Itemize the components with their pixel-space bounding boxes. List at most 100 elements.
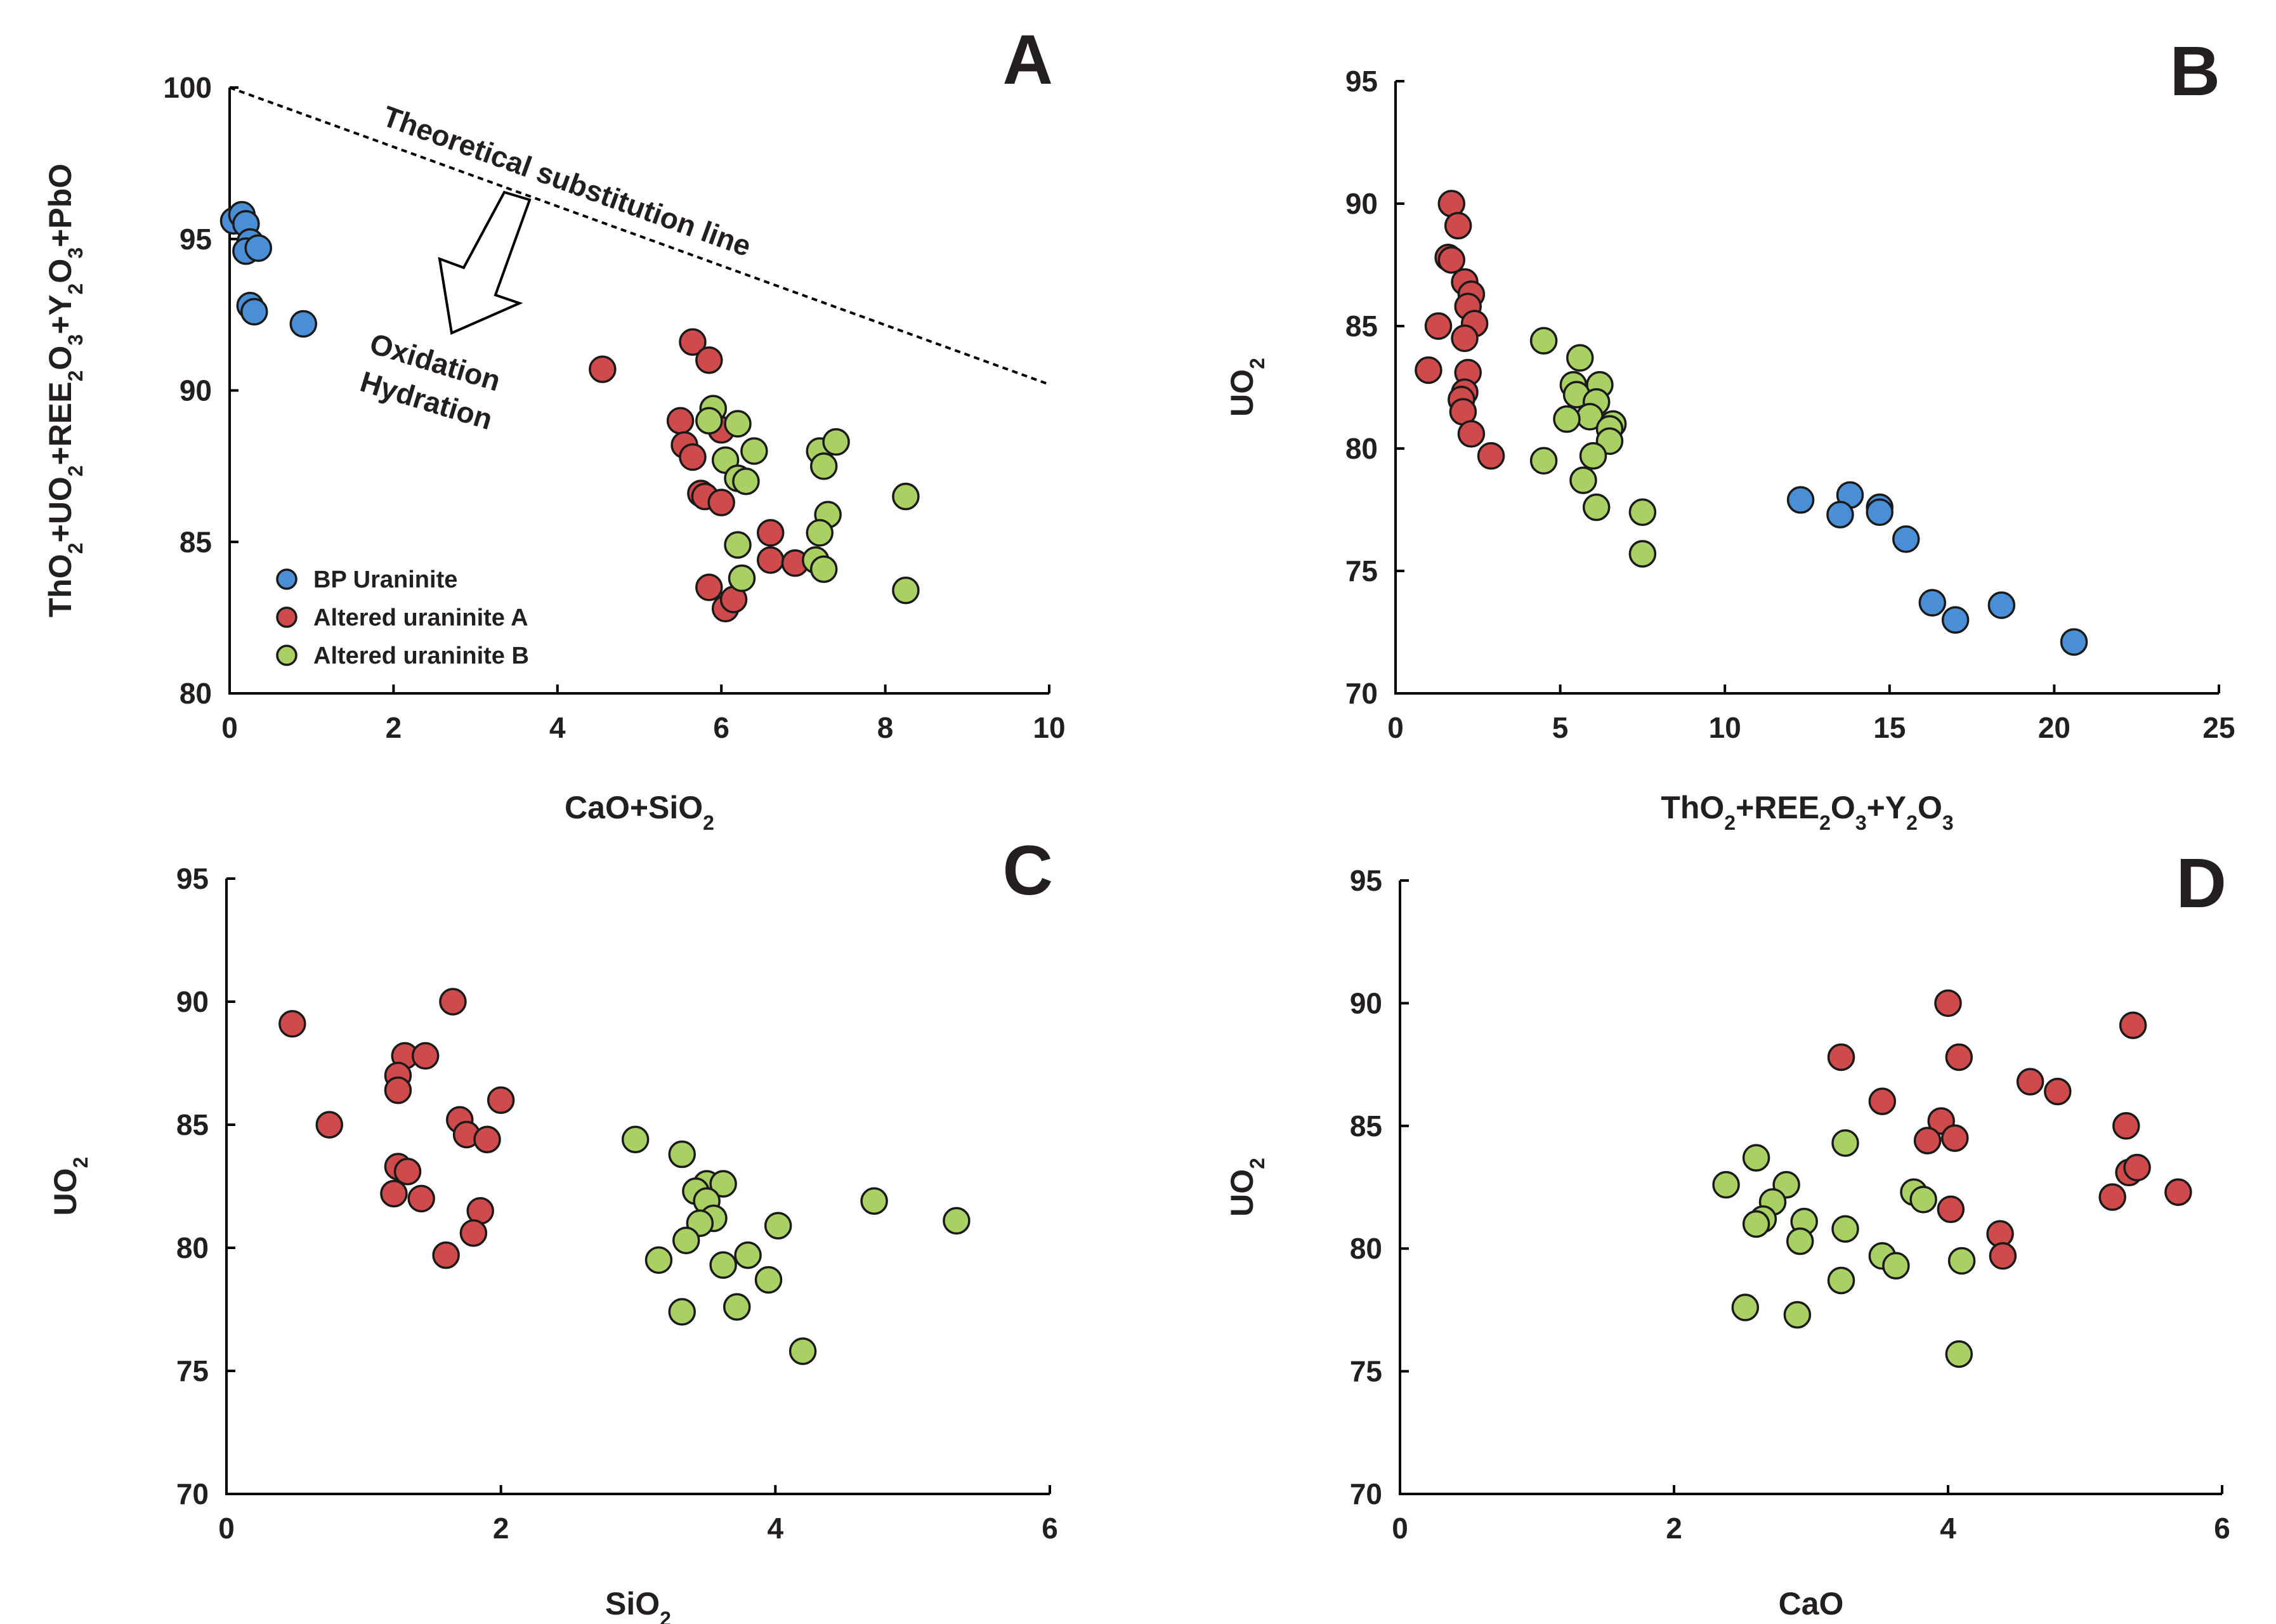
panel-d-chart: 0 2 4 6 70 75 80 85 90 95 CaO UO2 D — [1224, 844, 2230, 1621]
data-point-alteredA — [1424, 312, 1453, 340]
data-point-bp — [1786, 486, 1815, 514]
x-tick-label: 6 — [2214, 1512, 2230, 1545]
data-point-alteredA — [2123, 1153, 2151, 1182]
x-axis-title: CaO+SiO2 — [565, 790, 714, 834]
series-bp — [1786, 481, 2088, 656]
data-point-bp — [1941, 606, 1970, 634]
data-point-bp — [244, 234, 272, 262]
x-tick-label: 25 — [2202, 711, 2235, 744]
data-point-alteredB — [709, 1251, 737, 1279]
data-point-alteredB — [1553, 405, 1581, 433]
data-point-bp — [1918, 589, 1947, 617]
y-tick-label: 70 — [1350, 1477, 1382, 1510]
y-tick-label: 85 — [1350, 1110, 1382, 1143]
y-tick-label: 80 — [1345, 432, 1378, 465]
y-tick-label: 75 — [1345, 554, 1378, 587]
data-point-alteredA — [459, 1219, 488, 1247]
data-point-alteredB — [809, 555, 838, 583]
x-tick-label: 2 — [1666, 1512, 1682, 1545]
series-alteredB — [1529, 327, 1657, 568]
data-point-alteredA — [1437, 246, 1466, 274]
panel-letter: D — [2176, 844, 2227, 922]
y-axis-title: UO2 — [1224, 1158, 1269, 1217]
data-point-alteredA — [589, 355, 617, 383]
data-point-alteredA — [2016, 1068, 2044, 1096]
data-point-alteredA — [1989, 1242, 2017, 1270]
x-tick-label: 6 — [713, 711, 729, 744]
axis-lines — [228, 88, 1049, 695]
data-point-alteredB — [728, 564, 756, 593]
data-point-alteredB — [1827, 1266, 1855, 1295]
data-point-alteredB — [621, 1125, 650, 1154]
x-tick-label: 2 — [493, 1512, 509, 1545]
data-point-alteredB — [1831, 1215, 1859, 1243]
series-alteredA — [278, 988, 515, 1269]
data-point-alteredA — [487, 1086, 515, 1114]
data-point-alteredA — [679, 443, 707, 471]
data-point-alteredB — [1742, 1144, 1770, 1172]
data-point-alteredA — [2044, 1077, 2072, 1106]
data-point-alteredA — [2112, 1112, 2140, 1140]
data-point-alteredA — [1941, 1124, 1969, 1152]
data-point-alteredA — [2119, 1011, 2147, 1039]
data-point-alteredA — [1937, 1195, 1965, 1224]
data-point-alteredB — [943, 1207, 971, 1235]
y-tick-label: 85 — [180, 525, 212, 558]
series-alteredA — [1415, 190, 1505, 470]
data-point-alteredB — [860, 1187, 888, 1215]
series-alteredB — [695, 395, 920, 605]
series-alteredB — [621, 1125, 971, 1365]
x-tick-label: 0 — [218, 1512, 235, 1545]
data-point-alteredB — [668, 1140, 696, 1169]
data-point-alteredA — [679, 328, 707, 356]
y-axis-title: UO2 — [1224, 358, 1269, 417]
x-axis-title: CaO — [1779, 1586, 1844, 1621]
data-point-alteredA — [393, 1157, 422, 1186]
data-point-alteredA — [439, 988, 467, 1016]
data-point-alteredA — [1444, 211, 1472, 240]
data-point-alteredA — [1934, 989, 1962, 1018]
data-point-alteredB — [724, 410, 752, 438]
y-tick-label: 95 — [1345, 65, 1378, 98]
series-alteredB — [1712, 1129, 1976, 1368]
data-point-alteredB — [1569, 466, 1597, 494]
data-point-alteredB — [1712, 1170, 1740, 1199]
data-point-bp — [1866, 498, 1893, 527]
data-point-alteredA — [384, 1076, 412, 1104]
data-point-alteredB — [806, 519, 834, 547]
data-point-alteredA — [695, 346, 723, 374]
data-point-alteredA — [756, 519, 785, 547]
data-point-alteredA — [2164, 1178, 2192, 1206]
data-point-bp — [1987, 591, 2016, 619]
data-point-alteredB — [1529, 447, 1558, 475]
data-point-alteredB — [1582, 493, 1611, 521]
data-point-alteredB — [732, 468, 760, 495]
data-point-alteredB — [723, 1293, 751, 1321]
data-point-bp — [2060, 628, 2088, 656]
x-axis-title: ThO2+REE2O3+Y2O3 — [1661, 790, 1953, 834]
data-point-alteredB — [1731, 1293, 1760, 1321]
data-point-alteredA — [707, 488, 735, 516]
substitution-line — [229, 86, 1050, 386]
x-tick-label: 4 — [549, 711, 566, 744]
x-tick-label: 2 — [386, 711, 402, 744]
data-point-alteredB — [1529, 327, 1558, 355]
data-point-alteredB — [1566, 344, 1594, 372]
panel-b-chart: 0 5 10 15 20 25 70 75 80 85 90 95 ThO2+REE2O3+Y2O3 UO… — [1224, 32, 2235, 834]
data-point-alteredA — [666, 407, 695, 435]
substitution-line-label: Theoretical substitution line — [379, 100, 755, 263]
data-point-alteredA — [380, 1179, 408, 1208]
data-point-alteredB — [695, 407, 723, 435]
y-tick-label: 80 — [176, 1231, 209, 1264]
y-tick-label: 80 — [180, 677, 212, 710]
oxidation-arrow-icon — [438, 190, 532, 335]
data-point-alteredB — [668, 1298, 696, 1326]
data-point-alteredA — [315, 1111, 343, 1139]
series-alteredA — [1827, 989, 2192, 1270]
data-point-alteredA — [1451, 324, 1479, 353]
x-tick-label: 20 — [2038, 711, 2070, 744]
y-tick-label: 70 — [176, 1477, 209, 1510]
y-tick-label: 70 — [1345, 677, 1378, 710]
y-tick-label: 90 — [1345, 187, 1378, 220]
data-point-alteredB — [1945, 1340, 1973, 1368]
